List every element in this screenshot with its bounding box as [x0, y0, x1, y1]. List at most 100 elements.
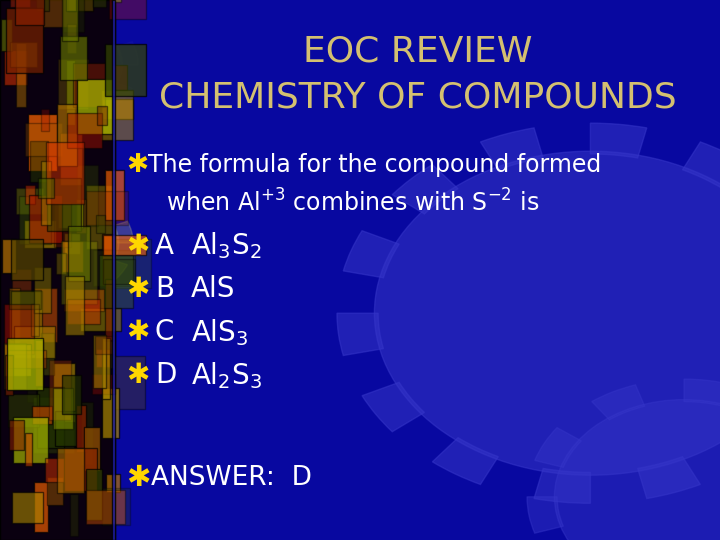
- FancyBboxPatch shape: [33, 397, 74, 453]
- Circle shape: [0, 16, 122, 113]
- FancyBboxPatch shape: [103, 341, 114, 368]
- FancyBboxPatch shape: [68, 113, 102, 148]
- FancyBboxPatch shape: [30, 141, 48, 182]
- FancyBboxPatch shape: [0, 0, 115, 540]
- FancyBboxPatch shape: [76, 404, 86, 452]
- FancyBboxPatch shape: [43, 0, 77, 26]
- FancyBboxPatch shape: [62, 0, 78, 41]
- FancyBboxPatch shape: [45, 141, 84, 204]
- Wedge shape: [82, 9, 114, 31]
- FancyBboxPatch shape: [25, 185, 35, 204]
- FancyBboxPatch shape: [57, 104, 77, 166]
- FancyBboxPatch shape: [8, 350, 46, 368]
- FancyBboxPatch shape: [32, 406, 53, 424]
- FancyBboxPatch shape: [55, 253, 66, 274]
- FancyBboxPatch shape: [12, 269, 31, 292]
- FancyBboxPatch shape: [109, 0, 145, 18]
- FancyBboxPatch shape: [1, 19, 12, 51]
- FancyBboxPatch shape: [28, 114, 57, 171]
- FancyBboxPatch shape: [64, 233, 80, 254]
- FancyBboxPatch shape: [62, 375, 81, 414]
- Text: ✱: ✱: [126, 275, 149, 303]
- FancyBboxPatch shape: [34, 267, 50, 313]
- FancyBboxPatch shape: [37, 387, 64, 449]
- FancyBboxPatch shape: [86, 469, 102, 520]
- Text: The formula for the compound formed: The formula for the compound formed: [148, 153, 601, 177]
- Wedge shape: [590, 123, 647, 158]
- FancyBboxPatch shape: [60, 36, 87, 80]
- Text: EOC REVIEW: EOC REVIEW: [303, 35, 532, 68]
- FancyBboxPatch shape: [77, 165, 98, 226]
- FancyBboxPatch shape: [25, 123, 62, 156]
- FancyBboxPatch shape: [4, 50, 27, 85]
- FancyBboxPatch shape: [105, 279, 113, 340]
- Wedge shape: [100, 260, 127, 283]
- FancyBboxPatch shape: [76, 199, 86, 233]
- FancyBboxPatch shape: [67, 24, 76, 53]
- FancyBboxPatch shape: [65, 275, 84, 335]
- FancyBboxPatch shape: [103, 235, 145, 255]
- FancyBboxPatch shape: [105, 44, 146, 96]
- FancyBboxPatch shape: [96, 215, 105, 233]
- Circle shape: [0, 421, 79, 497]
- FancyBboxPatch shape: [4, 305, 34, 354]
- FancyBboxPatch shape: [97, 106, 107, 125]
- Text: CHEMISTRY OF COMPOUNDS: CHEMISTRY OF COMPOUNDS: [159, 80, 676, 114]
- FancyBboxPatch shape: [24, 220, 56, 248]
- FancyBboxPatch shape: [86, 185, 114, 248]
- FancyBboxPatch shape: [27, 351, 36, 402]
- FancyBboxPatch shape: [66, 0, 76, 11]
- FancyBboxPatch shape: [14, 416, 48, 463]
- FancyBboxPatch shape: [93, 251, 135, 286]
- FancyBboxPatch shape: [4, 344, 31, 376]
- Wedge shape: [63, 473, 87, 492]
- Wedge shape: [0, 243, 2, 265]
- Wedge shape: [4, 411, 29, 425]
- FancyBboxPatch shape: [91, 374, 114, 394]
- Wedge shape: [683, 142, 720, 189]
- FancyBboxPatch shape: [102, 488, 130, 525]
- FancyBboxPatch shape: [35, 340, 43, 386]
- FancyBboxPatch shape: [63, 0, 84, 32]
- Text: B: B: [155, 275, 174, 303]
- Text: ✱: ✱: [126, 232, 149, 260]
- Wedge shape: [27, 4, 58, 21]
- Wedge shape: [74, 441, 92, 459]
- FancyBboxPatch shape: [24, 433, 32, 467]
- Wedge shape: [29, 493, 53, 507]
- FancyBboxPatch shape: [9, 420, 24, 450]
- FancyBboxPatch shape: [84, 427, 101, 471]
- Wedge shape: [113, 221, 133, 243]
- FancyBboxPatch shape: [34, 288, 58, 342]
- FancyBboxPatch shape: [68, 299, 99, 324]
- FancyBboxPatch shape: [11, 239, 42, 280]
- FancyBboxPatch shape: [53, 363, 75, 422]
- FancyBboxPatch shape: [58, 203, 83, 228]
- FancyBboxPatch shape: [64, 289, 104, 311]
- FancyBboxPatch shape: [103, 260, 135, 284]
- Wedge shape: [0, 22, 13, 46]
- FancyBboxPatch shape: [71, 495, 78, 536]
- Wedge shape: [392, 165, 458, 214]
- Text: AlS: AlS: [191, 275, 235, 303]
- FancyBboxPatch shape: [99, 255, 133, 308]
- FancyBboxPatch shape: [68, 0, 93, 11]
- FancyBboxPatch shape: [2, 239, 16, 273]
- FancyBboxPatch shape: [61, 241, 83, 272]
- Wedge shape: [102, 83, 132, 107]
- FancyBboxPatch shape: [86, 191, 127, 225]
- Text: A: A: [155, 232, 174, 260]
- Text: ANSWER:  D: ANSWER: D: [151, 465, 312, 491]
- FancyBboxPatch shape: [61, 241, 97, 305]
- FancyBboxPatch shape: [101, 90, 133, 140]
- FancyBboxPatch shape: [9, 43, 37, 66]
- FancyBboxPatch shape: [49, 360, 71, 420]
- FancyBboxPatch shape: [93, 335, 106, 388]
- FancyBboxPatch shape: [78, 79, 113, 134]
- FancyBboxPatch shape: [7, 338, 43, 390]
- FancyBboxPatch shape: [53, 202, 71, 247]
- Text: AlS$_3$: AlS$_3$: [191, 316, 248, 348]
- FancyBboxPatch shape: [16, 187, 42, 214]
- Wedge shape: [58, 285, 86, 300]
- FancyBboxPatch shape: [58, 59, 89, 109]
